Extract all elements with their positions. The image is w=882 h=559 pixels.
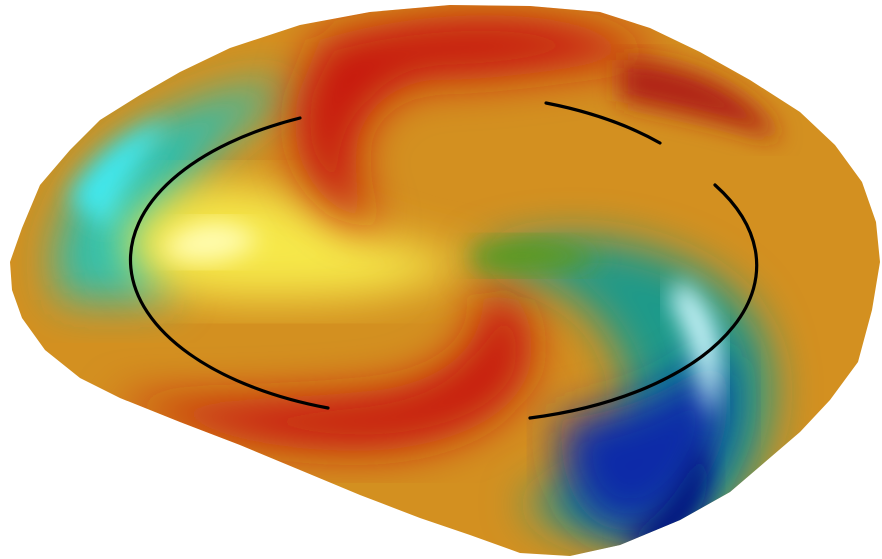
ring bbox=[128, 101, 759, 420]
ring-arc-left bbox=[128, 116, 330, 410]
cyan-highlight bbox=[70, 120, 170, 230]
white-highlight bbox=[670, 280, 720, 420]
ring-arc-top-right bbox=[544, 101, 662, 145]
red-arm-right bbox=[620, 60, 780, 140]
yellow-highlight bbox=[160, 222, 260, 263]
red-arm-top bbox=[294, 15, 660, 231]
red-arm-bottom bbox=[110, 290, 533, 451]
yellow-arm bbox=[120, 183, 480, 300]
ring-arc-right bbox=[528, 183, 759, 420]
green-core bbox=[470, 239, 600, 272]
